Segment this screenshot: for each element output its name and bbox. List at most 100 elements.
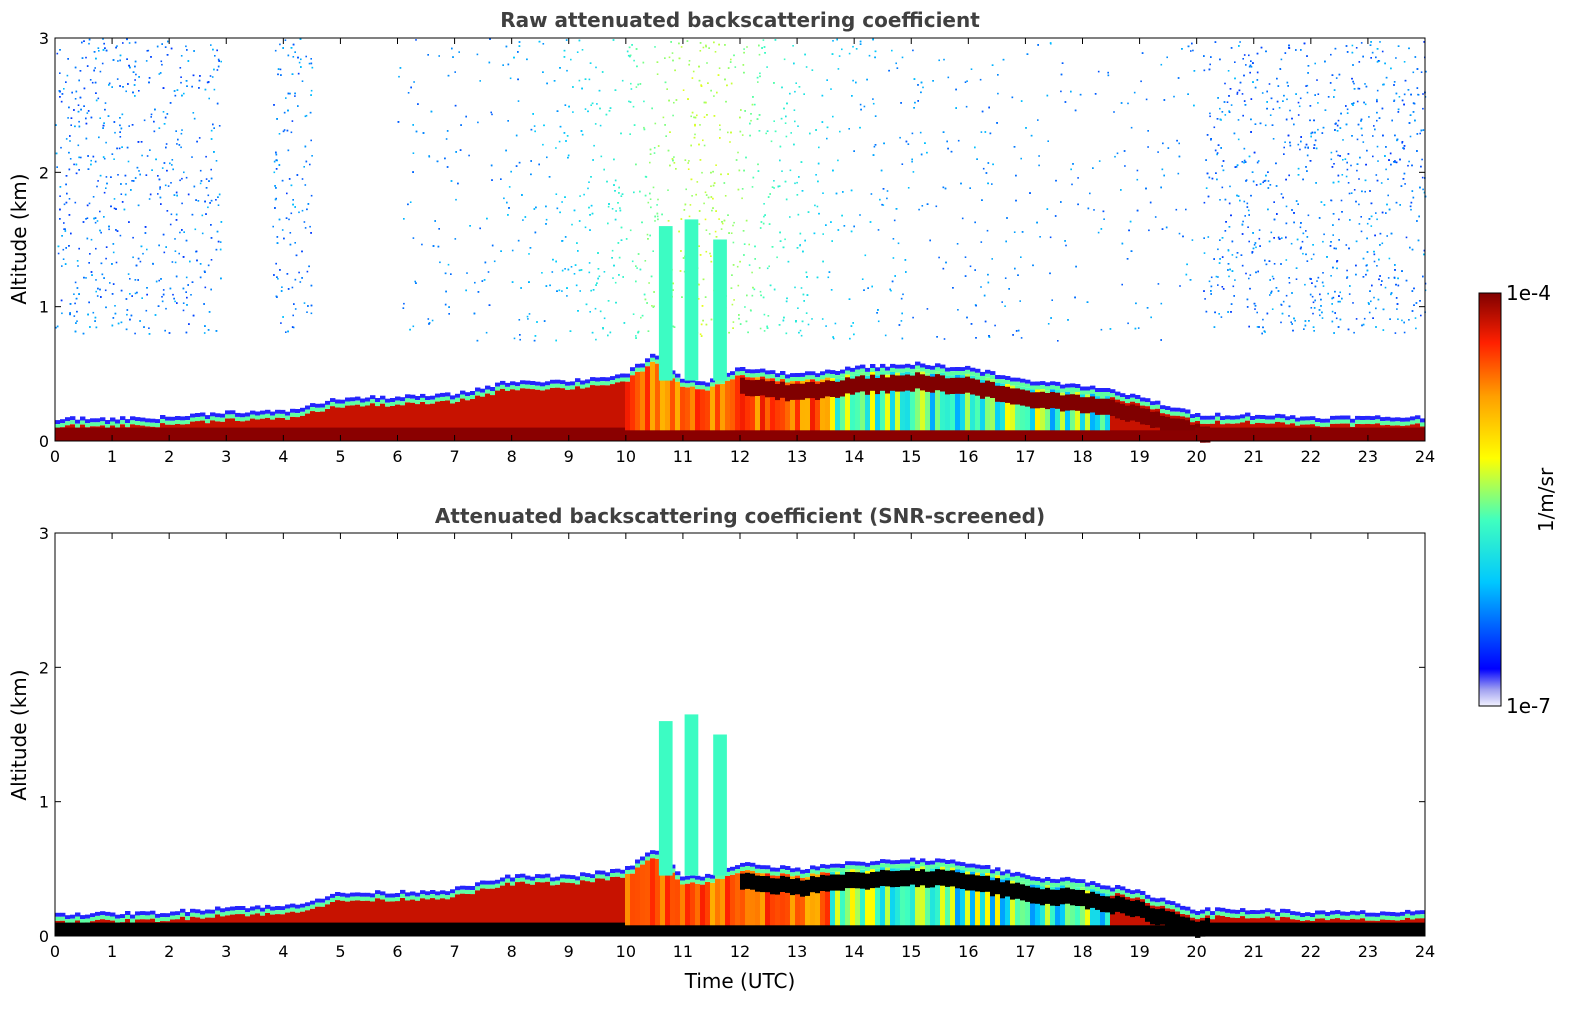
noise-pixel bbox=[1267, 208, 1269, 211]
noise-pixel bbox=[567, 268, 570, 271]
noise-pixel bbox=[710, 171, 712, 174]
noise-pixel bbox=[905, 271, 907, 273]
noise-pixel bbox=[652, 306, 655, 308]
noise-pixel bbox=[127, 273, 130, 275]
noise-pixel bbox=[912, 316, 914, 319]
noise-pixel bbox=[1075, 265, 1077, 268]
noise-pixel bbox=[1299, 226, 1302, 229]
noise-pixel bbox=[739, 260, 741, 263]
noise-pixel bbox=[873, 145, 876, 148]
noise-pixel bbox=[536, 321, 538, 323]
noise-pixel bbox=[179, 67, 182, 69]
noise-pixel bbox=[1280, 321, 1282, 324]
noise-pixel bbox=[1235, 166, 1238, 168]
noise-pixel bbox=[1330, 158, 1333, 161]
noise-pixel bbox=[185, 276, 188, 279]
noise-pixel bbox=[137, 204, 140, 207]
noise-pixel bbox=[1248, 277, 1250, 280]
noise-pixel bbox=[451, 47, 453, 50]
noise-pixel bbox=[579, 290, 581, 292]
noise-pixel bbox=[614, 89, 617, 91]
noise-pixel bbox=[1391, 119, 1393, 122]
noise-pixel bbox=[664, 57, 666, 59]
noise-pixel bbox=[1251, 252, 1253, 254]
noise-pixel bbox=[138, 170, 140, 172]
noise-pixel bbox=[870, 193, 873, 195]
noise-pixel bbox=[280, 322, 282, 324]
noise-pixel bbox=[311, 155, 313, 157]
noise-pixel bbox=[102, 127, 104, 129]
noise-pixel bbox=[1351, 135, 1353, 137]
layer-cell bbox=[155, 423, 161, 428]
noise-pixel bbox=[982, 167, 985, 170]
noise-pixel bbox=[680, 250, 682, 252]
noise-pixel bbox=[1047, 140, 1049, 142]
layer-cell bbox=[195, 417, 201, 422]
noise-pixel bbox=[1029, 192, 1031, 194]
noise-pixel bbox=[859, 103, 862, 106]
noise-pixel bbox=[415, 282, 417, 284]
noise-pixel bbox=[572, 111, 574, 113]
noise-pixel bbox=[672, 289, 674, 291]
noise-pixel bbox=[712, 170, 714, 173]
noise-pixel bbox=[1241, 233, 1244, 235]
noise-pixel bbox=[702, 278, 705, 281]
noise-pixel bbox=[517, 100, 520, 102]
noise-pixel bbox=[769, 284, 772, 287]
noise-pixel bbox=[1377, 60, 1380, 62]
noise-pixel bbox=[211, 76, 214, 78]
noise-pixel bbox=[289, 232, 292, 234]
layer-cell bbox=[235, 412, 241, 417]
noise-pixel bbox=[105, 257, 107, 260]
layer-cell bbox=[210, 416, 216, 421]
noise-pixel bbox=[1205, 310, 1208, 313]
noise-pixel bbox=[1388, 159, 1390, 161]
noise-pixel bbox=[759, 290, 762, 293]
noise-pixel bbox=[1236, 252, 1239, 254]
noise-pixel bbox=[310, 232, 312, 234]
noise-pixel bbox=[814, 204, 816, 207]
noise-pixel bbox=[798, 86, 801, 88]
noise-pixel bbox=[304, 115, 307, 118]
noise-pixel bbox=[517, 78, 519, 81]
noise-pixel bbox=[913, 107, 915, 109]
noise-pixel bbox=[141, 154, 143, 157]
noise-pixel bbox=[66, 74, 69, 77]
noise-pixel bbox=[205, 187, 208, 189]
noise-pixel bbox=[127, 83, 129, 85]
noise-pixel bbox=[760, 221, 763, 223]
noise-pixel bbox=[645, 176, 648, 178]
noise-pixel bbox=[1225, 221, 1227, 223]
layer-cell bbox=[160, 419, 166, 424]
noise-pixel bbox=[93, 217, 95, 220]
noise-pixel bbox=[570, 266, 573, 268]
noise-pixel bbox=[1365, 273, 1367, 276]
noise-pixel bbox=[779, 145, 782, 148]
noise-pixel bbox=[1185, 273, 1188, 276]
noise-pixel bbox=[784, 180, 787, 183]
noise-pixel bbox=[892, 257, 895, 259]
noise-pixel bbox=[1236, 164, 1239, 166]
noise-pixel bbox=[617, 202, 619, 204]
noise-pixel bbox=[204, 88, 207, 91]
noise-pixel bbox=[300, 66, 302, 68]
noise-pixel bbox=[1365, 264, 1368, 267]
noise-pixel bbox=[1229, 88, 1232, 90]
noise-pixel bbox=[1049, 42, 1052, 44]
noise-pixel bbox=[901, 163, 904, 165]
layer-cell bbox=[275, 427, 281, 441]
noise-pixel bbox=[901, 312, 903, 315]
noise-pixel bbox=[491, 179, 493, 181]
noise-pixel bbox=[907, 143, 910, 145]
noise-pixel bbox=[697, 298, 700, 300]
noise-pixel bbox=[121, 146, 123, 148]
noise-pixel bbox=[1207, 236, 1210, 238]
noise-pixel bbox=[403, 218, 405, 220]
layer-cell bbox=[60, 423, 66, 428]
layer-cell bbox=[225, 410, 231, 415]
noise-pixel bbox=[1387, 277, 1390, 279]
noise-pixel bbox=[559, 125, 562, 128]
noise-pixel bbox=[1316, 280, 1318, 282]
noise-pixel bbox=[1299, 148, 1301, 151]
noise-pixel bbox=[608, 203, 610, 205]
